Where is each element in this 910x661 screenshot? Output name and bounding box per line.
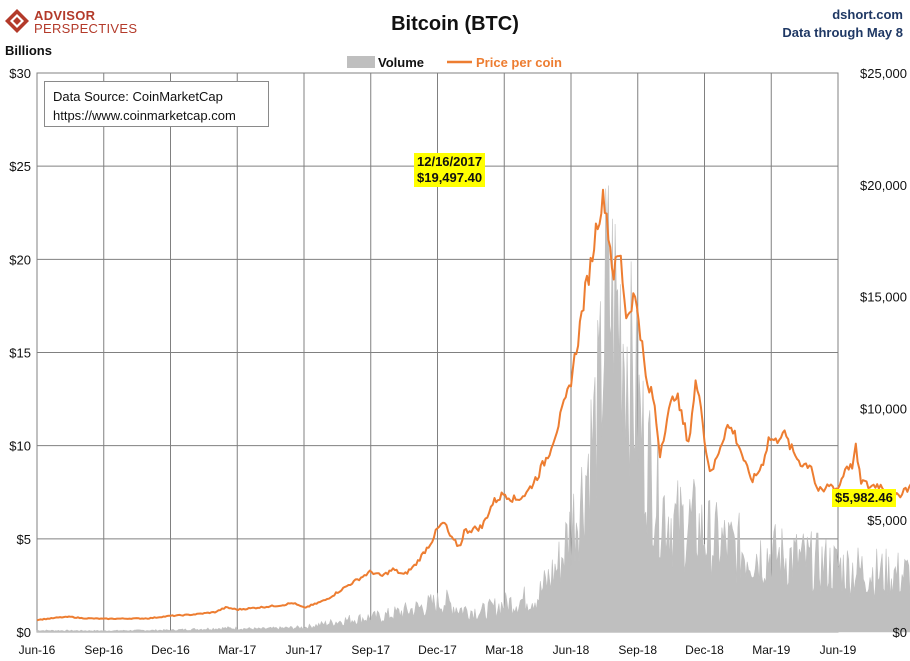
peak-date-label: 12/16/2017 bbox=[417, 154, 483, 169]
x-axis-tick-label: Sep-16 bbox=[84, 643, 123, 657]
right-axis-tick-label: $15,000 bbox=[860, 290, 907, 305]
right-axis-tick-label: $25,000 bbox=[860, 66, 907, 81]
right-axis-tick-label: $10,000 bbox=[860, 401, 907, 416]
left-axis-tick-label: $10 bbox=[9, 439, 31, 454]
x-axis-tick-label: Jun-17 bbox=[286, 643, 323, 657]
x-axis-tick-label: Jun-18 bbox=[553, 643, 590, 657]
x-axis-tick-label: Sep-18 bbox=[618, 643, 657, 657]
peak-callout: 12/16/2017 $19,497.40 bbox=[414, 153, 486, 187]
x-axis-tick-label: Jun-16 bbox=[19, 643, 56, 657]
last-price-callout: $5,982.46 bbox=[832, 489, 896, 507]
advisor-perspectives-logo: ADVISOR PERSPECTIVES bbox=[4, 8, 138, 36]
price-line bbox=[36, 188, 910, 622]
data-through: Data through May 8 bbox=[782, 25, 903, 40]
legend-volume-swatch bbox=[347, 56, 375, 68]
data-source-box: Data Source: CoinMarketCap https://www.c… bbox=[44, 81, 269, 127]
right-axis-tick-label: $5,000 bbox=[867, 513, 907, 528]
chart-title: Bitcoin (BTC) bbox=[391, 13, 519, 35]
x-axis-tick-label: Dec-18 bbox=[685, 643, 724, 657]
data-source-line: Data Source: CoinMarketCap bbox=[53, 89, 223, 104]
legend-price-label: Price per coin bbox=[476, 55, 562, 70]
left-axis-tick-label: $15 bbox=[9, 346, 31, 361]
left-axis-tick-label: $25 bbox=[9, 159, 31, 174]
volume-area bbox=[36, 185, 910, 633]
x-axis-tick-label: Mar-19 bbox=[752, 643, 790, 657]
x-axis-tick-label: Mar-17 bbox=[218, 643, 256, 657]
site-name: dshort.com bbox=[832, 7, 903, 22]
logo-mark-icon bbox=[5, 9, 29, 33]
right-axis-tick-label: $0 bbox=[893, 625, 907, 640]
left-axis-tick-label: $30 bbox=[9, 66, 31, 81]
x-axis-tick-label: Mar-18 bbox=[485, 643, 523, 657]
logo-text-perspectives: PERSPECTIVES bbox=[34, 21, 138, 36]
data-source-url: https://www.coinmarketcap.com bbox=[53, 108, 236, 123]
x-axis-tick-label: Sep-17 bbox=[351, 643, 390, 657]
left-axis-tick-label: $5 bbox=[17, 532, 31, 547]
x-axis-tick-label: Dec-16 bbox=[151, 643, 190, 657]
logo-text-advisor: ADVISOR bbox=[34, 8, 96, 23]
right-axis-tick-label: $20,000 bbox=[860, 178, 907, 193]
left-axis-tick-label: $0 bbox=[17, 625, 31, 640]
legend-volume-label: Volume bbox=[378, 55, 424, 70]
left-axis-tick-label: $20 bbox=[9, 252, 31, 267]
x-axis-tick-label: Jun-19 bbox=[820, 643, 857, 657]
x-axis-tick-label: Dec-17 bbox=[418, 643, 457, 657]
peak-value-label: $19,497.40 bbox=[417, 170, 483, 185]
left-axis-unit-label: Billions bbox=[5, 43, 52, 58]
